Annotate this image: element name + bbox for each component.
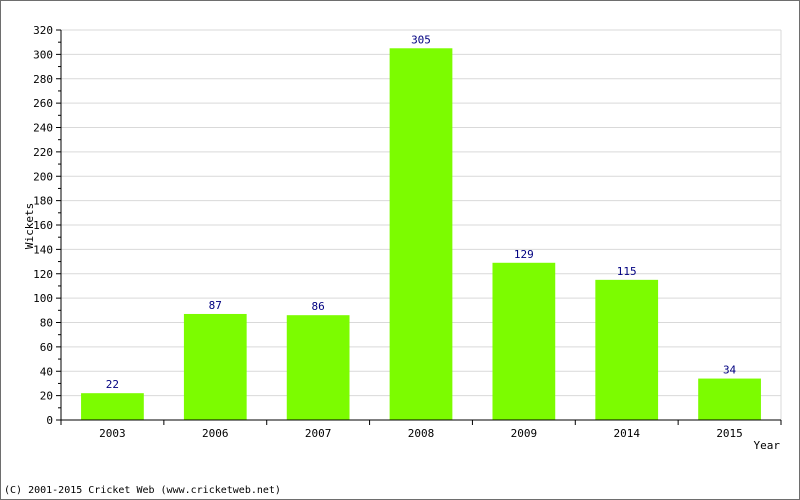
x-tick-label: 2009 xyxy=(511,427,538,440)
y-tick-label: 40 xyxy=(40,365,53,378)
y-tick-label: 200 xyxy=(33,170,53,183)
data-label: 34 xyxy=(723,364,737,377)
data-label: 115 xyxy=(617,265,637,278)
x-tick-label: 2015 xyxy=(716,427,743,440)
bar-2007 xyxy=(286,315,350,420)
x-tick-label: 2008 xyxy=(408,427,435,440)
copyright-footer: (C) 2001-2015 Cricket Web (www.cricketwe… xyxy=(4,485,281,496)
y-tick-label: 240 xyxy=(33,122,53,135)
y-tick-label: 280 xyxy=(33,73,53,86)
y-tick-label: 100 xyxy=(33,292,53,305)
x-tick-label: 2014 xyxy=(613,427,640,440)
x-tick-labels: 2003 2006 2007 2008 2009 2014 2015 xyxy=(99,427,743,440)
y-tick-label: 0 xyxy=(46,414,53,427)
data-label: 305 xyxy=(411,33,431,46)
y-tick-label: 180 xyxy=(33,195,53,208)
axes xyxy=(56,29,782,425)
x-tick-label: 2003 xyxy=(99,427,126,440)
x-tick-label: 2006 xyxy=(202,427,229,440)
y-tick-label: 120 xyxy=(33,268,53,281)
y-tick-label: 220 xyxy=(33,146,53,159)
data-label: 129 xyxy=(514,248,534,261)
y-tick-label: 60 xyxy=(40,341,53,354)
y-tick-label: 320 xyxy=(33,24,53,37)
data-labels: 22 87 86 305 129 115 34 xyxy=(106,33,737,391)
data-label: 86 xyxy=(312,300,325,313)
bar-2008 xyxy=(389,48,453,420)
y-tick-label: 80 xyxy=(40,317,53,330)
y-tick-label: 20 xyxy=(40,390,53,403)
bar-2009 xyxy=(492,262,556,420)
y-tick-label: 300 xyxy=(33,48,53,61)
bar-2015 xyxy=(698,378,761,420)
data-label: 22 xyxy=(106,378,119,391)
x-axis-title: Year xyxy=(754,439,781,452)
bar-2006 xyxy=(183,313,247,420)
x-tick-label: 2007 xyxy=(305,427,332,440)
bar-2014 xyxy=(595,279,659,420)
y-tick-labels: 0 20 40 60 80 100 120 140 160 180 200 220 240 260 280 3… xyxy=(33,24,53,427)
y-axis-title: Wickets xyxy=(23,203,36,249)
bars xyxy=(81,48,761,420)
y-tick-label: 140 xyxy=(33,243,53,256)
bar-2003 xyxy=(81,393,144,420)
data-label: 87 xyxy=(209,299,222,312)
y-tick-label: 260 xyxy=(33,97,53,110)
y-tick-label: 160 xyxy=(33,219,53,232)
